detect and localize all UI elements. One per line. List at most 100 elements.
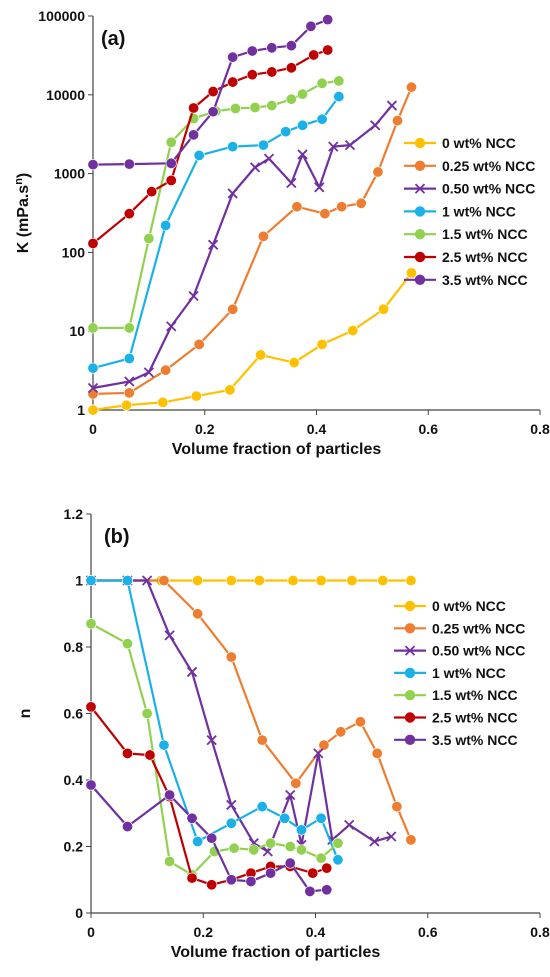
data-point xyxy=(188,290,199,302)
data-point xyxy=(344,139,356,151)
legend-label: 0 wt% NCC xyxy=(442,135,516,151)
data-point xyxy=(87,388,99,400)
data-point xyxy=(224,384,236,396)
legend-marker xyxy=(414,206,426,217)
data-point xyxy=(141,575,153,586)
data-point xyxy=(405,267,417,279)
data-point xyxy=(192,574,204,586)
legend-marker xyxy=(414,137,426,149)
panel-label: (a) xyxy=(101,28,125,50)
data-point xyxy=(165,174,177,186)
data-point xyxy=(188,129,200,141)
data-point xyxy=(248,844,260,856)
legend-marker xyxy=(404,667,416,679)
data-point xyxy=(228,842,240,854)
legend-marker xyxy=(404,600,416,612)
data-point xyxy=(344,819,355,831)
data-point xyxy=(318,739,330,751)
x-axis-title: Volume fraction of particles xyxy=(172,441,382,458)
data-point xyxy=(158,574,170,586)
data-point xyxy=(160,219,172,231)
data-point xyxy=(87,362,99,374)
legend-label: 3.5 wt% NCC xyxy=(442,272,528,288)
data-point xyxy=(266,42,278,54)
data-point xyxy=(315,574,327,586)
data-point xyxy=(392,115,404,127)
legend: 0 wt% NCC 0.25 wt% NCC 0.50 wt% NCC 1 wt% N… xyxy=(394,598,525,748)
data-point xyxy=(313,748,324,759)
data-point xyxy=(346,574,358,586)
data-point xyxy=(186,872,198,884)
data-point xyxy=(249,101,261,113)
y-tick-label: 1000 xyxy=(54,166,85,182)
legend-marker xyxy=(404,690,416,701)
data-point xyxy=(165,136,177,148)
data-point xyxy=(321,884,333,896)
data-point xyxy=(321,862,333,874)
data-point xyxy=(316,113,328,125)
legend-label: 0 wt% NCC xyxy=(432,598,506,614)
data-point xyxy=(322,14,334,26)
data-point xyxy=(158,739,170,751)
data-point xyxy=(225,817,237,829)
data-point xyxy=(315,812,327,824)
series-1-5-wt-ncc xyxy=(87,75,345,334)
data-point xyxy=(333,91,345,103)
x-tick-label: 0 xyxy=(89,421,97,437)
x-tick-label: 0.8 xyxy=(530,924,550,940)
legend-marker xyxy=(404,712,416,723)
legend-marker xyxy=(414,229,426,240)
data-point xyxy=(284,840,296,852)
data-point xyxy=(206,832,218,844)
data-point xyxy=(328,141,339,152)
data-point xyxy=(372,166,384,178)
data-point xyxy=(335,726,347,738)
series-1-wt-ncc xyxy=(87,91,345,374)
data-point xyxy=(285,62,297,74)
data-point xyxy=(256,801,268,813)
data-point xyxy=(284,857,296,869)
data-point xyxy=(121,638,133,650)
data-point xyxy=(386,831,397,842)
data-point xyxy=(369,836,380,847)
data-point xyxy=(143,233,155,245)
data-point xyxy=(193,149,205,161)
data-point xyxy=(304,885,316,897)
data-point xyxy=(85,574,97,586)
data-point xyxy=(295,844,307,856)
data-point xyxy=(315,852,327,864)
legend-label: 0.50 wt% NCC xyxy=(442,181,535,197)
legend: 0 wt% NCC 0.25 wt% NCC 0.50 wt% NCC 1 wt% N… xyxy=(404,135,535,288)
y-tick-label: 10000 xyxy=(46,87,85,103)
y-tick-label: 0.8 xyxy=(64,639,84,655)
data-point xyxy=(332,854,344,866)
x-tick-label: 0.6 xyxy=(418,924,438,940)
legend-marker xyxy=(404,645,416,656)
data-point xyxy=(280,126,292,138)
data-point xyxy=(354,716,366,728)
data-point xyxy=(123,208,135,220)
data-point xyxy=(227,51,239,63)
data-point xyxy=(378,303,390,315)
data-point xyxy=(308,49,320,61)
data-point xyxy=(121,399,133,411)
series-line xyxy=(91,579,339,861)
data-point xyxy=(186,666,198,678)
data-point xyxy=(355,197,367,209)
data-point xyxy=(164,630,175,641)
data-point xyxy=(285,40,297,52)
data-point xyxy=(225,574,237,586)
data-point xyxy=(246,69,258,81)
legend-label: 2.5 wt% NCC xyxy=(442,249,528,265)
data-point xyxy=(391,801,403,813)
series-0-50-wt-ncc xyxy=(87,100,398,394)
data-point xyxy=(253,574,265,586)
legend-label: 1.5 wt% NCC xyxy=(442,226,528,242)
data-point xyxy=(307,867,319,879)
data-point xyxy=(405,574,417,586)
series-0-25-wt-ncc xyxy=(87,81,417,400)
data-point xyxy=(186,812,198,824)
data-point xyxy=(297,88,309,100)
data-point xyxy=(207,239,219,250)
data-point xyxy=(314,182,325,193)
